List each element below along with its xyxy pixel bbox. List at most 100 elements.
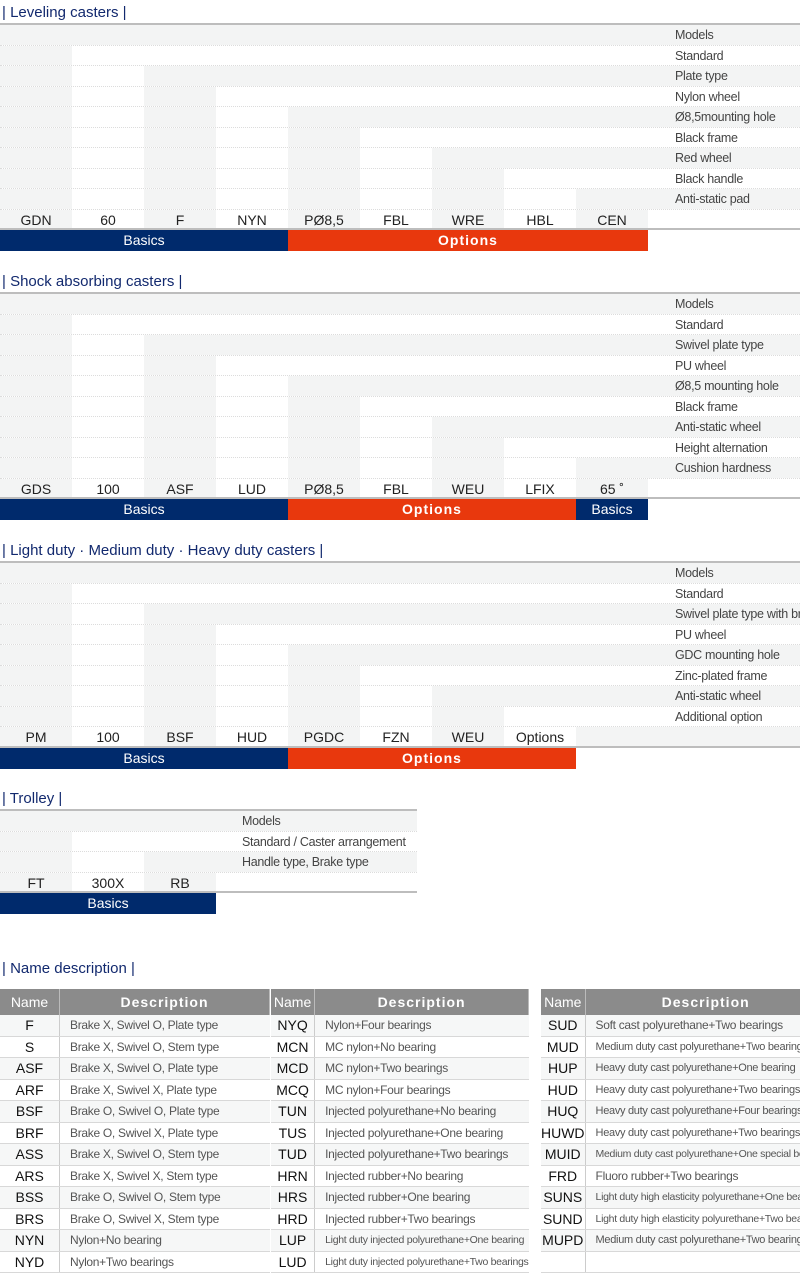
code-name: NYQ	[271, 1015, 316, 1037]
code-name: HUP	[541, 1057, 586, 1080]
table-row: ARF Brake X, Swivel X, Plate type	[0, 1079, 270, 1101]
shade-cell	[0, 624, 72, 644]
option-row: Standard	[0, 45, 800, 66]
model-code: Options	[515, 729, 565, 745]
shade-cell	[0, 45, 72, 65]
code-description: Injected polyurethane+One bearing	[314, 1122, 529, 1144]
option-row: Anti-static wheel	[0, 417, 800, 438]
code-description: Brake X, Swivel O, Stem type	[59, 1143, 270, 1166]
shade-cell	[0, 645, 72, 665]
option-label: Standard	[675, 586, 724, 601]
table-row: BRS Brake O, Swivel X, Stem type	[0, 1208, 270, 1230]
model-code: F	[175, 211, 185, 228]
option-label: Standard	[675, 317, 724, 332]
table-row: HRS Injected rubber+One bearing	[271, 1186, 529, 1209]
name-description-table: Name Description F Brake X, Swivel O, Plate…	[0, 989, 270, 1273]
shade-cell	[144, 686, 216, 706]
shade-cell	[432, 294, 504, 314]
code-name: MUD	[541, 1036, 586, 1058]
table-row: SUNS Light duty high elasticity polyureth…	[541, 1186, 800, 1209]
code-description: Injected rubber+No bearing	[314, 1165, 529, 1187]
code-name: S	[0, 1036, 60, 1058]
shade-cell	[72, 563, 144, 583]
band-basics: Basics	[576, 499, 648, 520]
shade-cell	[288, 458, 360, 478]
header-name: Name	[271, 989, 316, 1015]
code-row: FT 300X RB	[0, 872, 417, 893]
table-row: TUD Injected polyurethane+Two bearings	[271, 1143, 529, 1166]
code-description	[585, 1251, 800, 1273]
model-code: CEN	[597, 211, 627, 228]
option-row: Handle type, Brake type	[0, 852, 417, 873]
table-row: HUP Heavy duty cast polyurethane+One bear…	[541, 1057, 800, 1080]
table-row: S Brake X, Swivel O, Stem type	[0, 1036, 270, 1058]
option-label: Standard / Caster arrangement	[242, 834, 406, 849]
table-row: BRF Brake O, Swivel X, Plate type	[0, 1122, 270, 1144]
shade-cell	[144, 396, 216, 416]
shade-cell	[144, 209, 216, 228]
shade-cell	[648, 107, 800, 127]
shade-cell	[144, 168, 216, 188]
shade-cell	[72, 811, 144, 831]
option-row: Models	[0, 294, 800, 315]
code-name: MUID	[541, 1143, 586, 1166]
option-row: Plate type	[0, 66, 800, 87]
category-bands: Basics Options	[0, 747, 800, 769]
shade-cell	[576, 148, 648, 168]
shade-cell	[0, 604, 72, 624]
code-description: Light duty high elasticity polyurethane+…	[585, 1186, 800, 1209]
shade-cell	[288, 604, 360, 624]
shade-cell	[0, 209, 72, 228]
model-code: GDN	[20, 211, 52, 228]
code-description: Brake X, Swivel O, Plate type	[59, 1015, 270, 1037]
option-row: Black handle	[0, 168, 800, 189]
option-label: Handle type, Brake type	[242, 855, 369, 869]
option-row: PU wheel	[0, 624, 800, 645]
option-label: PU wheel	[675, 358, 727, 373]
shade-cell	[576, 335, 648, 355]
shade-cell	[144, 107, 216, 127]
model-code: LUD	[237, 480, 266, 497]
shade-cell	[576, 107, 648, 127]
code-description: Medium duty cast polyurethane+One specia…	[585, 1143, 800, 1166]
option-label: Models	[242, 814, 281, 828]
shade-cell	[216, 604, 288, 624]
option-label: Black frame	[675, 130, 738, 145]
table-row: TUS Injected polyurethane+One bearing	[271, 1122, 529, 1144]
model-code: FBL	[383, 480, 409, 497]
table-row: MCN MC nylon+No bearing	[271, 1036, 529, 1058]
shade-cell	[648, 66, 800, 86]
code-description: Heavy duty cast polyurethane+One bearing	[585, 1057, 800, 1080]
table-row: LUD Light duty injected polyurethane+Two …	[271, 1251, 529, 1273]
option-row: Ø8,5mounting hole	[0, 107, 800, 128]
code-description: MC nylon+Two bearings	[314, 1057, 529, 1080]
shade-cell	[360, 645, 432, 665]
code-description: Injected rubber+Two bearings	[314, 1208, 529, 1230]
shade-cell	[288, 25, 360, 45]
code-name: BRF	[0, 1122, 60, 1144]
shade-cell	[144, 563, 216, 583]
code-description: Injected polyurethane+No bearing	[314, 1100, 529, 1123]
section-title: | Leveling casters |	[2, 4, 127, 21]
option-row: Models	[0, 563, 800, 584]
code-name: TUS	[271, 1122, 316, 1144]
shade-cell	[576, 66, 648, 86]
model-code: FZN	[382, 729, 410, 745]
shade-cell	[504, 107, 576, 127]
shade-cell	[504, 66, 576, 86]
model-code: 60	[100, 211, 116, 228]
code-name	[541, 1251, 586, 1273]
header-name: Name	[541, 989, 586, 1015]
code-description: Light duty injected polyurethane+Two bea…	[314, 1251, 529, 1273]
shade-cell	[288, 686, 360, 706]
shade-cell	[144, 458, 216, 478]
shade-cell	[0, 872, 72, 891]
table-row: SUD Soft cast polyurethane+Two bearings	[541, 1015, 800, 1037]
shade-cell	[576, 645, 800, 665]
shade-cell	[144, 811, 216, 831]
shade-cell	[288, 127, 360, 147]
option-label: Models	[675, 28, 714, 42]
model-code: ASF	[166, 480, 194, 497]
name-description-table: Name Description SUD Soft cast polyurethane…	[541, 989, 800, 1273]
code-name: HRN	[271, 1165, 316, 1187]
